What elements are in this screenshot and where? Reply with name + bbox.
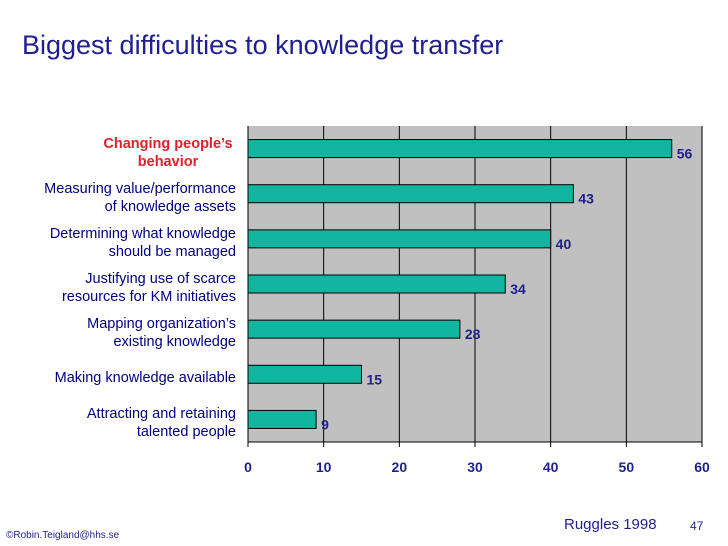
x-tick-label: 60 [694, 459, 710, 475]
footer-email: ©Robin.Teigland@hhs.se [6, 530, 120, 541]
category-label: Mapping organization’s existing knowledge [87, 316, 236, 351]
data-label: 28 [465, 326, 481, 342]
x-tick-label: 30 [467, 459, 483, 475]
category-label: Measuring value/performance of knowledge … [44, 180, 236, 215]
category-label: Justifying use of scarce resources for KM… [61, 271, 236, 305]
bar [247, 184, 574, 204]
bar [247, 364, 362, 384]
bar [247, 139, 673, 159]
data-label: 34 [510, 281, 526, 297]
category-label: Changing people’s behavior [103, 135, 233, 170]
data-label: 43 [578, 191, 594, 207]
source-citation: Ruggles 1998 [564, 516, 657, 533]
x-tick-label: 20 [392, 459, 408, 475]
bar [247, 409, 317, 429]
page-number: 47 [690, 519, 704, 533]
data-label: 40 [556, 236, 572, 252]
bar [247, 319, 461, 339]
x-tick-label: 50 [619, 459, 635, 475]
x-tick-label: 0 [244, 459, 252, 475]
data-label: 15 [367, 371, 383, 387]
data-label: 56 [677, 146, 693, 162]
category-label: Attracting and retaining talented people [86, 406, 236, 441]
slide-title: Biggest difficulties to knowledge transf… [22, 30, 504, 60]
category-label: Determining what knowledge should be mana… [49, 225, 236, 260]
x-tick-label: 40 [543, 459, 559, 475]
category-label: Making knowledge available [54, 370, 236, 387]
bar [247, 229, 552, 249]
bar [247, 274, 506, 294]
x-tick-label: 10 [316, 459, 332, 475]
data-label: 9 [321, 416, 329, 432]
